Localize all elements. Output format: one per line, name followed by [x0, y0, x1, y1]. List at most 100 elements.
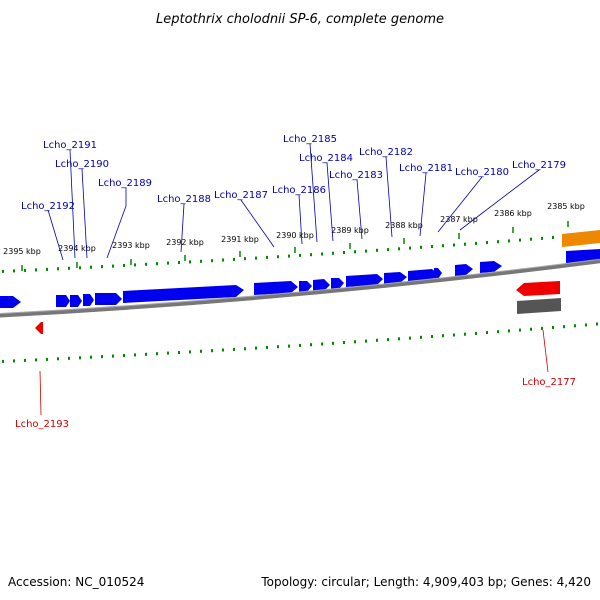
gene-arrow[interactable]: [254, 281, 298, 295]
minor-tick: [519, 238, 521, 242]
minor-tick: [552, 326, 554, 329]
minor-tick: [332, 341, 334, 345]
map-title: Leptothrix cholodnii SP-6, complete geno…: [156, 12, 444, 27]
svg-text:2386 kbp: 2386 kbp: [494, 209, 532, 218]
gene-label-lcho-2186[interactable]: Lcho_2186: [272, 185, 326, 245]
minor-tick: [123, 354, 125, 357]
svg-text:Lcho_2188: Lcho_2188: [157, 194, 211, 205]
gene-arrow[interactable]: [95, 293, 122, 305]
genome-backbone-highlight: [0, 258, 600, 314]
minor-tick: [200, 259, 202, 263]
gene-label-lcho-2184[interactable]: Lcho_2184: [299, 153, 353, 242]
minor-tick: [222, 258, 224, 262]
minor-tick: [409, 246, 411, 250]
minor-tick: [57, 357, 59, 361]
svg-text:Lcho_2177: Lcho_2177: [522, 377, 576, 388]
minor-tick: [596, 322, 598, 326]
minor-tick: [233, 347, 235, 351]
minor-tick: [167, 351, 169, 355]
tick-2386: 2386 kbp: [494, 209, 532, 233]
minor-tick: [101, 265, 103, 269]
minor-tick: [211, 349, 213, 353]
minor-tick: [90, 355, 92, 359]
svg-text:Lcho_2185: Lcho_2185: [283, 134, 337, 145]
gene-label-lcho-2183[interactable]: Lcho_2183: [329, 170, 383, 240]
gene-label-lcho-2182[interactable]: Lcho_2182: [359, 147, 413, 238]
gene-arrow[interactable]: [123, 285, 244, 303]
gene-label-lcho-2181[interactable]: Lcho_2181: [399, 163, 453, 237]
gene-arrow[interactable]: [56, 295, 70, 307]
minor-tick: [464, 242, 466, 246]
minor-tick: [453, 333, 455, 337]
minor-tick: [134, 263, 136, 267]
gene-label-lcho-2191[interactable]: Lcho_2191: [43, 140, 97, 259]
minor-tick: [288, 344, 290, 348]
gene-label-lcho-2185[interactable]: Lcho_2185: [283, 134, 337, 243]
gene-label-lcho-2192[interactable]: Lcho_2192: [21, 201, 75, 261]
major-ticks: 2395 kbp 2394 kbp 2393 kbp 2392 kbp 2391…: [3, 202, 585, 271]
gene-label-lcho-2187[interactable]: Lcho_2187: [214, 190, 275, 248]
tick-2387: 2387 kbp: [440, 215, 478, 239]
minor-tick: [530, 327, 532, 331]
minor-tick: [519, 328, 521, 332]
forward-strand-genes: [0, 249, 600, 308]
minor-tick: [255, 256, 257, 260]
gene-label-lcho-2193[interactable]: Lcho_2193: [15, 370, 69, 430]
tick-2393: 2393 kbp: [112, 241, 150, 265]
gene-arrow-reverse[interactable]: [35, 322, 43, 334]
rna-feature[interactable]: [562, 230, 600, 247]
minor-tick: [475, 331, 477, 335]
gene-label-lcho-2177[interactable]: Lcho_2177: [522, 329, 576, 388]
minor-tick: [398, 247, 400, 251]
svg-text:2390 kbp: 2390 kbp: [276, 231, 314, 240]
tick-2390: 2390 kbp: [276, 231, 314, 253]
gene-arrow[interactable]: [384, 272, 407, 284]
gene-arrow[interactable]: [434, 268, 442, 279]
minor-tick: [189, 260, 191, 264]
minor-tick: [563, 325, 565, 329]
minor-tick: [310, 253, 312, 257]
svg-text:Lcho_2189: Lcho_2189: [98, 178, 152, 189]
minor-tick: [420, 335, 422, 339]
gene-arrow[interactable]: [313, 279, 330, 291]
svg-text:Lcho_2182: Lcho_2182: [359, 147, 413, 158]
genome-backbone: [0, 259, 600, 318]
gene-label-lcho-2180[interactable]: Lcho_2180: [437, 167, 509, 233]
minor-tick: [376, 248, 378, 252]
gene-arrow[interactable]: [0, 296, 21, 308]
gene-arrow[interactable]: [331, 278, 344, 289]
gene-arrow[interactable]: [455, 264, 473, 276]
minor-tick: [123, 264, 125, 267]
minor-tick: [354, 250, 356, 254]
gene-arrow[interactable]: [83, 294, 94, 306]
minor-tick: [79, 356, 81, 360]
gene-arrow[interactable]: [70, 295, 82, 307]
minor-tick: [365, 249, 367, 253]
svg-text:2394 kbp: 2394 kbp: [58, 244, 96, 253]
minor-tick: [387, 248, 389, 252]
gene-label-lcho-2189[interactable]: Lcho_2189: [98, 178, 152, 259]
minor-tick: [255, 346, 257, 350]
gene-label-lcho-2179[interactable]: Lcho_2179: [459, 160, 566, 231]
gene-label-lcho-2190[interactable]: Lcho_2190: [55, 159, 109, 259]
minor-tick: [90, 265, 92, 269]
minor-tick: [24, 268, 26, 272]
minor-tick: [288, 254, 290, 258]
gene-arrow[interactable]: [299, 281, 312, 292]
minor-tick: [310, 343, 312, 347]
gene-label-lcho-2188[interactable]: Lcho_2188: [157, 194, 211, 253]
pseudogene-feature[interactable]: [517, 298, 561, 314]
minor-tick: [2, 269, 4, 273]
svg-text:Lcho_2186: Lcho_2186: [272, 185, 326, 196]
minor-tick: [178, 351, 180, 354]
minor-tick: [431, 245, 433, 248]
minor-tick: [24, 358, 26, 362]
minor-tick: [68, 266, 70, 270]
minor-tick: [420, 245, 422, 249]
gene-arrow-reverse[interactable]: [516, 281, 560, 296]
gene-arrow[interactable]: [346, 274, 383, 287]
minor-tick: [497, 330, 499, 334]
gene-arrow[interactable]: [480, 261, 502, 273]
minor-tick: [244, 257, 246, 261]
